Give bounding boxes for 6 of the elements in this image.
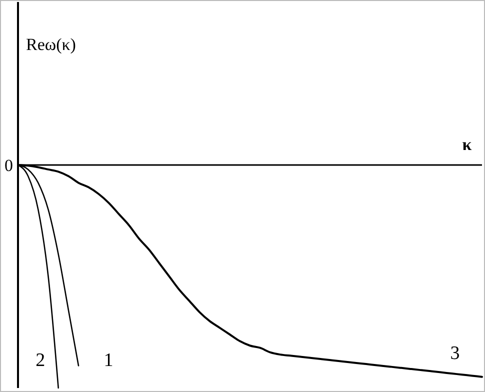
series-label: 2: [36, 350, 46, 371]
x-axis-title: κ: [462, 135, 472, 154]
series-label: 3: [450, 342, 460, 364]
text: 0: [4, 156, 13, 175]
text: Reω(κ): [26, 35, 76, 54]
series-label: 1: [104, 350, 114, 371]
